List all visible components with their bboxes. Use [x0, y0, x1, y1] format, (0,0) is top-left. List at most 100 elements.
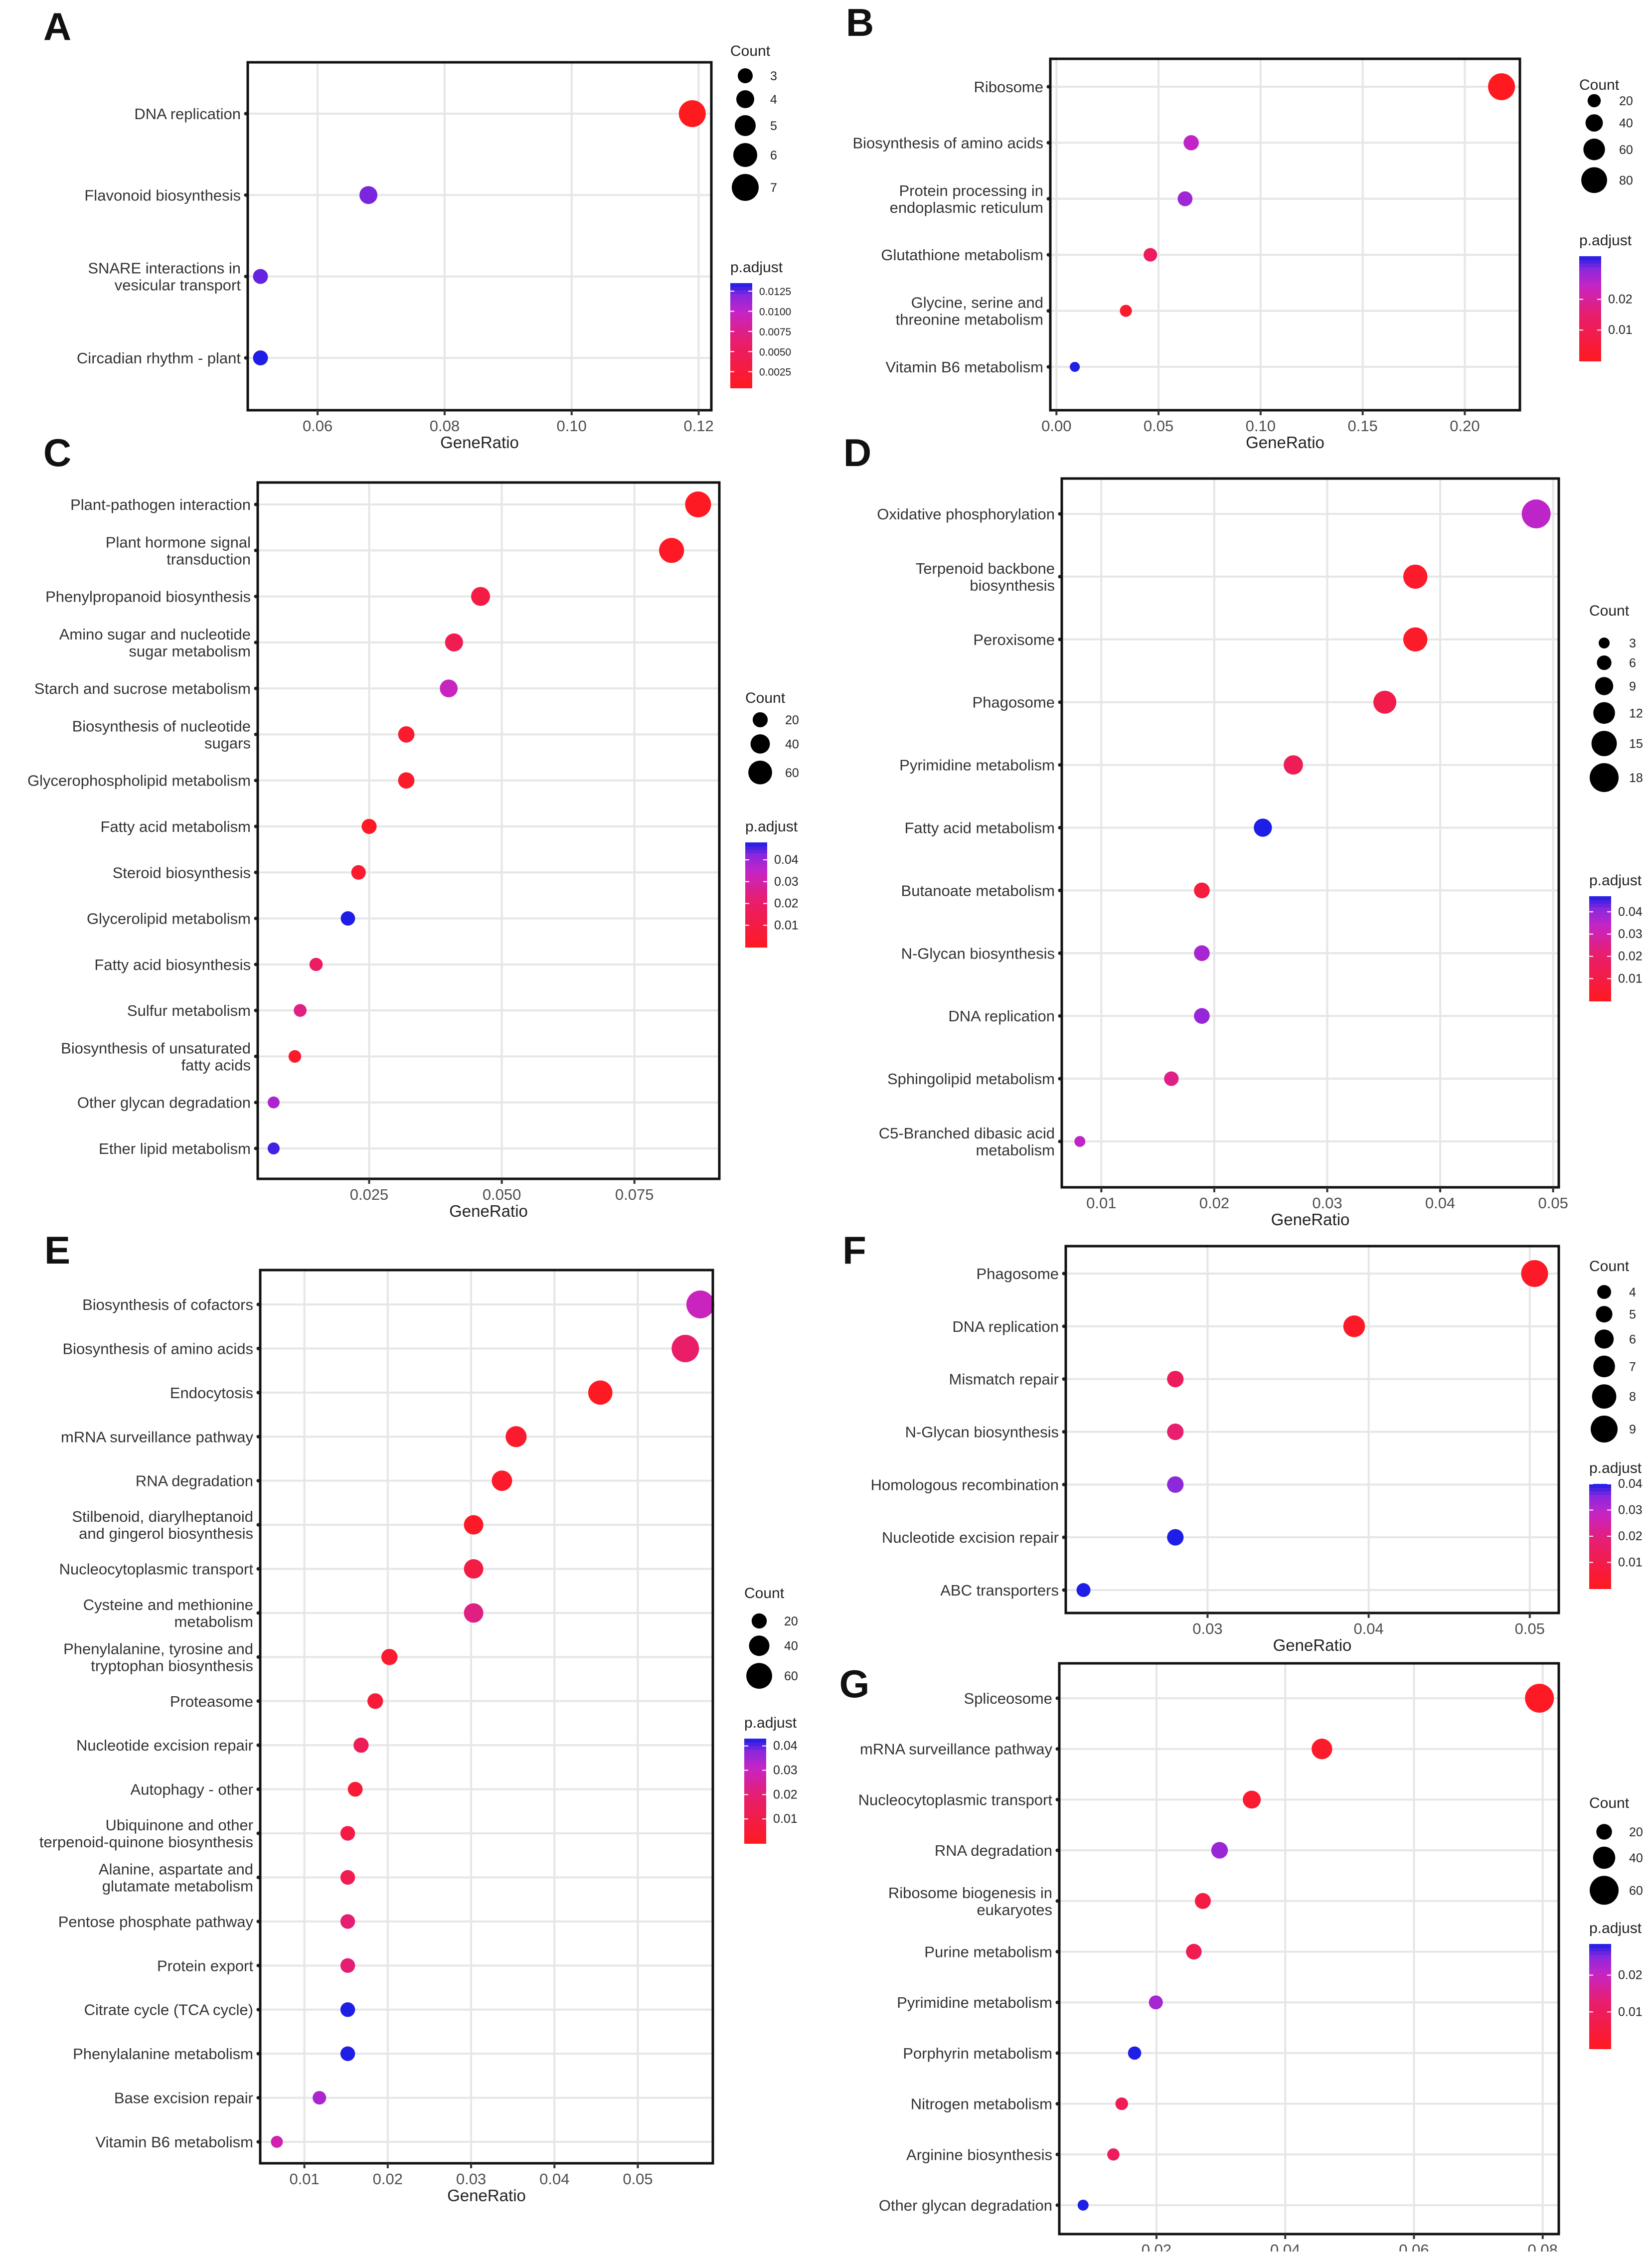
category-label-line: Butanoate metabolism [901, 882, 1055, 899]
padjust-colorbar [745, 842, 767, 948]
category-label-line: Terpenoid backbone [916, 560, 1055, 577]
padjust-colorbar-segment [1579, 281, 1601, 285]
x-tick-label: 0.10 [557, 417, 587, 435]
padjust-colorbar-segment [1579, 288, 1601, 292]
padjust-colorbar-segment [730, 353, 752, 357]
data-point [1243, 1790, 1261, 1809]
category-label: Peroxisome [973, 631, 1055, 648]
padjust-colorbar-segment [1589, 938, 1611, 942]
data-point [367, 1693, 383, 1709]
x-tick-label: 0.03 [1312, 1194, 1342, 1212]
count-legend-key [750, 734, 770, 754]
padjust-colorbar-segment [1589, 2000, 1611, 2004]
padjust-legend-label: 0.01 [774, 918, 799, 932]
x-tick-label: 0.15 [1347, 417, 1377, 435]
padjust-colorbar-segment [1589, 1543, 1611, 1547]
padjust-colorbar-segment [1589, 1533, 1611, 1537]
padjust-colorbar-segment [1589, 2042, 1611, 2046]
x-tick-label: 0.075 [615, 1186, 654, 1203]
category-label: DNA replication [948, 1007, 1055, 1025]
data-point [464, 1603, 484, 1623]
data-point [353, 1738, 369, 1753]
category-label-line: metabolism [976, 1141, 1055, 1159]
padjust-colorbar-segment [745, 849, 767, 853]
padjust-colorbar-segment [1589, 1954, 1611, 1958]
category-label-line: Spliceosome [964, 1690, 1052, 1707]
count-legend-label: 40 [1629, 1851, 1643, 1865]
category-label-line: Ether lipid metabolism [99, 1140, 251, 1157]
padjust-colorbar-segment [744, 1756, 766, 1760]
category-label-line: SNARE interactions in [88, 260, 241, 277]
data-point [1074, 1136, 1086, 1147]
data-point [1177, 191, 1193, 206]
data-point [351, 865, 366, 880]
padjust-legend-title: p.adjust [1589, 1920, 1642, 1936]
padjust-colorbar-segment [1579, 340, 1601, 344]
data-point [1194, 945, 1210, 962]
x-tick-label: 0.050 [483, 1186, 521, 1203]
padjust-colorbar-segment [744, 1812, 766, 1816]
plot-frame [1064, 1245, 1560, 1614]
padjust-legend-title: p.adjust [730, 259, 783, 276]
padjust-colorbar-segment [1589, 910, 1611, 914]
padjust-legend-label: 0.0025 [759, 367, 791, 378]
x-tick-label: 0.02 [1142, 2241, 1171, 2252]
padjust-colorbar-segment [745, 895, 767, 899]
data-point [267, 1142, 280, 1154]
padjust-colorbar-segment [1589, 2017, 1611, 2021]
padjust-colorbar-segment [745, 884, 767, 888]
padjust-colorbar-segment [1589, 987, 1611, 991]
category-label: Oxidative phosphorylation [877, 505, 1055, 523]
category-label-line: Proteasome [170, 1693, 253, 1710]
count-legend-label: 5 [770, 119, 777, 133]
padjust-colorbar [744, 1739, 766, 1844]
count-legend-key [1595, 677, 1614, 695]
plot-frame [1058, 1662, 1560, 2236]
padjust-colorbar-segment [1579, 350, 1601, 354]
padjust-colorbar-segment [1579, 267, 1601, 271]
padjust-colorbar-segment [1589, 2045, 1611, 2049]
padjust-colorbar-segment [1579, 284, 1601, 288]
data-point [1343, 1315, 1365, 1337]
category-label-line: Fatty acid metabolism [905, 819, 1055, 837]
category-label: Phagosome [973, 694, 1055, 711]
category-label-line: Pyrimidine metabolism [899, 757, 1055, 774]
padjust-colorbar-segment [730, 342, 752, 346]
padjust-colorbar-segment [745, 874, 767, 878]
padjust-colorbar-segment [745, 909, 767, 913]
category-label: Protein export [157, 1957, 253, 1974]
data-point [1115, 2097, 1128, 2110]
padjust-colorbar-segment [730, 283, 752, 287]
category-label: Pentose phosphate pathway [58, 1913, 254, 1931]
padjust-colorbar-segment [1589, 1958, 1611, 1962]
category-label: Nitrogen metabolism [911, 2095, 1052, 2113]
padjust-colorbar-segment [1589, 921, 1611, 925]
padjust-colorbar-segment [1589, 2014, 1611, 2018]
count-legend-label: 4 [770, 93, 777, 107]
padjust-colorbar-segment [730, 328, 752, 332]
padjust-legend-label: 0.0050 [759, 346, 791, 358]
data-point [1077, 2200, 1089, 2211]
category-label: Ether lipid metabolism [99, 1140, 251, 1157]
category-label: Homologous recombination [871, 1476, 1059, 1493]
category-label-line: and gingerol biosynthesis [79, 1525, 253, 1542]
category-label-line: sugar metabolism [129, 643, 251, 660]
data-point [1194, 1008, 1210, 1024]
count-legend-key [1592, 1384, 1617, 1409]
x-tick-label: 0.06 [303, 417, 332, 435]
x-tick-label: 0.05 [1515, 1620, 1545, 1637]
padjust-colorbar-segment [730, 287, 752, 291]
category-label: Proteasome [170, 1693, 253, 1710]
data-point [340, 1870, 355, 1885]
padjust-colorbar-segment [1589, 1993, 1611, 1997]
data-point [505, 1426, 527, 1448]
count-legend-label: 9 [1629, 679, 1636, 693]
count-legend-key [1585, 114, 1603, 132]
padjust-colorbar-segment [744, 1780, 766, 1784]
padjust-colorbar-segment [1589, 1540, 1611, 1544]
padjust-colorbar-segment [730, 325, 752, 329]
count-legend-label: 4 [1629, 1286, 1636, 1299]
category-label: Phenylalanine metabolism [73, 2045, 253, 2063]
data-point [471, 587, 491, 606]
